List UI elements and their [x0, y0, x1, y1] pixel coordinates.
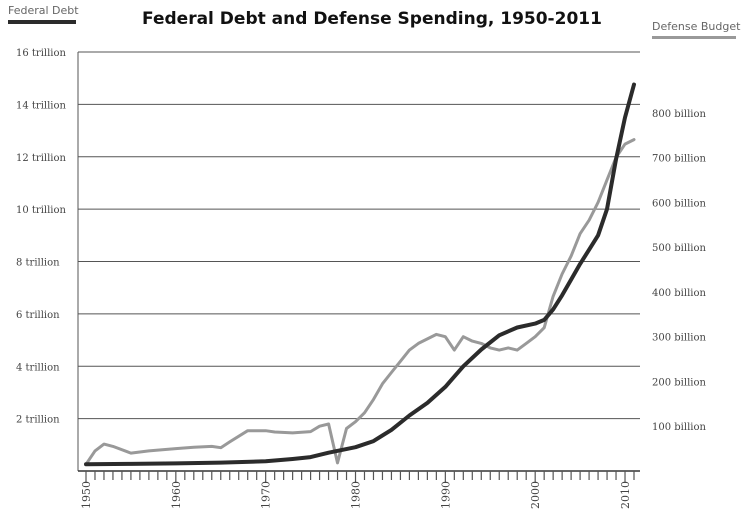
- left-tick-label: 14 trillion: [16, 100, 67, 111]
- x-axis: 1950 1960 1970 1980 1990 2000 2010: [78, 470, 640, 509]
- defense-budget-legend-swatch: [652, 36, 736, 39]
- left-tick-label: 8 trillion: [16, 258, 60, 269]
- series-layer: [84, 82, 636, 467]
- defense-budget-point: [633, 138, 635, 141]
- defense-budget-point: [453, 349, 456, 351]
- left-tick-label: 4 trillion: [16, 362, 60, 373]
- defense-budget-point: [579, 232, 581, 235]
- x-tick-label: 2000: [529, 481, 542, 509]
- defense-budget-point: [318, 425, 321, 428]
- defense-budget-point: [516, 349, 519, 351]
- defense-budget-point: [103, 443, 105, 445]
- right-axis-label: Defense Budget: [652, 20, 741, 33]
- right-tick-label: 500 billion: [652, 243, 706, 254]
- left-tick-label: 16 trillion: [16, 48, 67, 59]
- defense-budget-point: [309, 430, 312, 433]
- right-tick-label: 400 billion: [652, 288, 706, 299]
- defense-budget-point: [130, 452, 132, 454]
- defense-budget-point: [480, 342, 483, 345]
- gridlines: [77, 51, 640, 471]
- defense-budget-point: [399, 360, 402, 363]
- defense-budget-point: [498, 349, 501, 351]
- left-tick-label: 2 trillion: [16, 415, 60, 426]
- defense-budget-point: [588, 219, 590, 222]
- defense-budget-point: [354, 420, 357, 423]
- defense-budget-point: [228, 441, 231, 443]
- defense-budget-point: [345, 427, 348, 430]
- defense-budget-point: [372, 398, 375, 401]
- defense-budget-point: [273, 431, 276, 433]
- defense-budget-point: [606, 179, 608, 181]
- right-tick-label: 300 billion: [652, 333, 706, 344]
- defense-budget-point: [507, 347, 510, 349]
- defense-budget-point: [552, 295, 554, 298]
- x-tick-label: 1960: [170, 481, 183, 509]
- x-tick-label: 2010: [619, 481, 632, 509]
- right-axis-ticks: 100 billion 200 billion 300 billion 400 bil…: [652, 109, 706, 433]
- x-tick-label: 1990: [439, 481, 452, 509]
- right-tick-label: 200 billion: [652, 377, 706, 388]
- defense-budget-point: [390, 371, 393, 374]
- right-tick-label: 100 billion: [652, 422, 706, 433]
- left-tick-label: 10 trillion: [16, 205, 67, 216]
- legend-federal-debt: Federal Debt: [8, 4, 79, 24]
- defense-budget-point: [219, 446, 222, 449]
- defense-budget-point: [624, 143, 626, 145]
- left-axis-label: Federal Debt: [8, 4, 79, 17]
- defense-budget-point: [525, 342, 527, 345]
- defense-budget-point: [175, 447, 177, 450]
- defense-budget-point: [471, 340, 474, 342]
- defense-budget-point: [148, 450, 150, 452]
- defense-budget-point: [408, 349, 411, 351]
- defense-budget-line: [84, 138, 636, 466]
- defense-budget-point: [264, 429, 267, 432]
- defense-budget-point: [246, 429, 249, 432]
- defense-budget-point: [489, 347, 492, 349]
- x-tick-label: 1970: [260, 481, 273, 509]
- defense-budget-point: [193, 446, 195, 449]
- right-tick-label: 700 billion: [652, 154, 706, 165]
- legend-defense-budget: Defense Budget: [652, 20, 741, 39]
- chart-title: Federal Debt and Defense Spending, 1950-…: [142, 9, 602, 29]
- defense-budget-point: [570, 255, 572, 257]
- left-axis-ticks: 2 trillion 4 trillion 6 trillion 8 trillion…: [16, 48, 67, 426]
- defense-budget-point: [210, 445, 213, 448]
- defense-budget-point: [462, 335, 465, 338]
- left-tick-label: 12 trillion: [16, 153, 67, 164]
- defense-budget-point: [561, 273, 563, 275]
- defense-budget-point: [327, 423, 330, 425]
- x-tick-label: 1980: [350, 481, 363, 509]
- defense-budget-point: [435, 333, 438, 336]
- defense-budget-point: [597, 201, 599, 204]
- defense-budget-point: [94, 450, 96, 452]
- defense-budget-point: [543, 326, 545, 329]
- right-tick-label: 800 billion: [652, 109, 706, 120]
- left-tick-label: 6 trillion: [16, 310, 60, 321]
- x-tick-label: 1950: [80, 481, 93, 509]
- defense-budget-point: [291, 432, 294, 434]
- defense-budget-point: [336, 462, 339, 464]
- federal-debt-legend-swatch: [8, 20, 76, 24]
- defense-budget-point: [363, 411, 366, 414]
- defense-budget-point: [534, 335, 536, 338]
- defense-budget-point: [426, 338, 429, 340]
- defense-budget-point: [112, 445, 114, 448]
- right-tick-label: 600 billion: [652, 198, 706, 209]
- defense-budget-point: [417, 342, 420, 345]
- federal-debt-line: [84, 82, 636, 467]
- defense-budget-point: [381, 382, 384, 385]
- defense-budget-point: [444, 335, 447, 338]
